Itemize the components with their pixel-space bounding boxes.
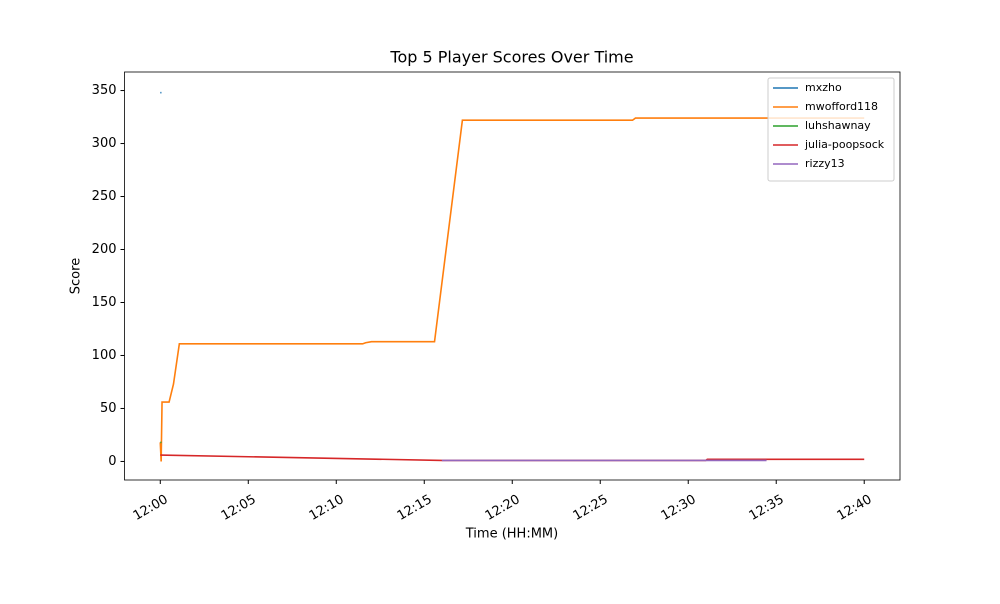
y-tick-label: 150 — [92, 295, 117, 310]
y-tick-label: 200 — [92, 242, 117, 257]
y-tick-label: 50 — [100, 401, 117, 416]
legend-label: julia-poopsock — [804, 138, 885, 151]
legend-label: mwofford118 — [805, 100, 878, 113]
y-tick-label: 0 — [108, 454, 116, 469]
series-line — [159, 117, 865, 462]
legend-box — [767, 77, 895, 182]
plot-frame — [124, 71, 901, 481]
y-tick-label: 100 — [92, 348, 117, 363]
x-axis-label: Time (HH:MM) — [465, 527, 558, 542]
legend: mxzho mwofford118 luhshawnay julia-poopsock… — [767, 77, 895, 182]
chart-title: Top 5 Player Scores Over Time — [389, 48, 633, 67]
legend-label: mxzho — [805, 81, 842, 94]
y-tick-label: 300 — [92, 136, 117, 151]
legend-label: rizzy13 — [805, 157, 845, 170]
legend-label: luhshawnay — [805, 119, 871, 132]
y-tick-label: 250 — [92, 189, 117, 204]
y-axis-label: Score — [69, 258, 84, 294]
y-tick-label: 350 — [92, 83, 117, 98]
